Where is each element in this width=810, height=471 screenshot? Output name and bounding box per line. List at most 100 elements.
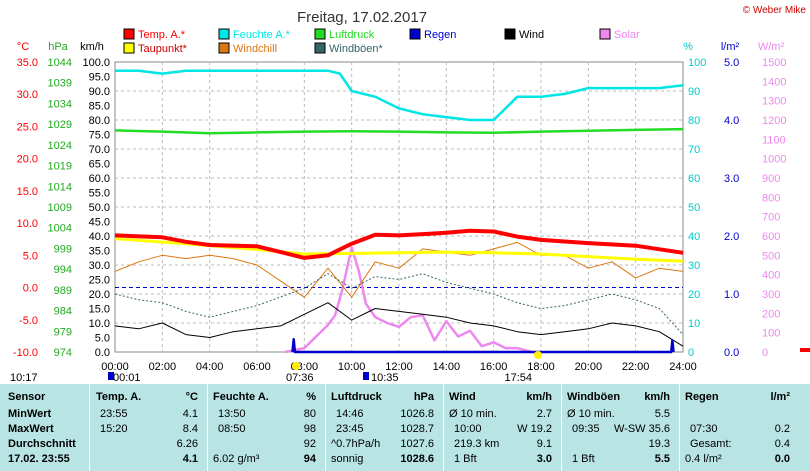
wind-unit: km/h <box>526 391 552 403</box>
kmh-tick: 95.0 <box>89 72 110 84</box>
kmh-tick: 20.0 <box>89 289 110 301</box>
hum-header: Feuchte A. <box>213 391 269 403</box>
press-min: 1026.8 <box>400 408 434 420</box>
kmh-tick: 55.0 <box>89 188 110 200</box>
temp-tick: 30.0 <box>17 89 38 101</box>
rain-tick: 2.0 <box>724 231 739 243</box>
kmh-tick: 0.0 <box>95 347 110 359</box>
kmh-tick: 35.0 <box>89 246 110 258</box>
kmh-tick: 75.0 <box>89 130 110 142</box>
kmh-tick: 70.0 <box>89 144 110 156</box>
kmh-tick: 100.0 <box>82 57 110 69</box>
kmh-tick: 25.0 <box>89 275 110 287</box>
solar-tick: 300 <box>762 289 780 301</box>
solar-tick: 1300 <box>762 96 786 108</box>
gust-bft: 1 Bft <box>572 453 595 465</box>
temp-tick: 20.0 <box>17 154 38 166</box>
temp-header: Temp. A. <box>96 391 142 403</box>
hpa-tick: 1029 <box>48 119 72 131</box>
x-tick: 22:00 <box>622 361 650 373</box>
legend-label: Windböen* <box>329 43 384 55</box>
press-max: 1028.7 <box>400 423 434 435</box>
temp-max: 8.4 <box>182 423 198 435</box>
legend-label: Luftdruck <box>329 29 375 41</box>
press-unit: hPa <box>413 391 434 403</box>
solar-tick: 1100 <box>762 134 786 146</box>
stats-panel: Sensor MinWert MaxWert Durchschnitt 17.0… <box>0 384 810 471</box>
wind-distance: 219.3 km <box>454 438 500 450</box>
legend-swatch <box>409 28 421 40</box>
weather-chart: Freitag, 17.02.2017 © Weber Mike Temp. A.*… <box>10 5 810 384</box>
press-forecast: sonnig <box>331 453 364 465</box>
temp-unit: °C <box>185 391 198 403</box>
wind-bft: 1 Bft <box>454 453 477 465</box>
rain-day: 0.4 l/m² <box>685 453 722 465</box>
legend-swatch <box>218 28 230 40</box>
hpa-tick: 984 <box>54 306 72 318</box>
kmh-tick: 15.0 <box>89 304 110 316</box>
hpa-tick: 979 <box>54 326 72 338</box>
solar-tick: 900 <box>762 173 780 185</box>
hpa-tick: 1004 <box>48 223 72 235</box>
hpa-tick: 1009 <box>48 202 72 214</box>
hum-absolute: 6.02 g/m³ <box>213 453 260 465</box>
solar-tick: 500 <box>762 250 780 262</box>
legend-label: Wind <box>519 29 544 41</box>
pct-tick: 10 <box>688 318 700 330</box>
kmh-tick: 80.0 <box>89 115 110 127</box>
x-tick: 02:00 <box>149 361 177 373</box>
legend-label: Solar <box>614 29 640 41</box>
legend-swatch <box>504 28 516 40</box>
legend-swatch <box>314 42 326 54</box>
kmh-tick: 50.0 <box>89 202 110 214</box>
solar-tick: 800 <box>762 192 780 204</box>
moonset-icon <box>363 372 369 380</box>
press-min-time: 14:46 <box>336 408 364 420</box>
pct-tick: 50 <box>688 202 700 214</box>
x-tick: 20:00 <box>575 361 603 373</box>
hum-min-time: 13:50 <box>218 408 246 420</box>
legend-label: Feuchte A.* <box>233 29 291 41</box>
solar-tick: 200 <box>762 308 780 320</box>
pct-tick: 20 <box>688 289 700 301</box>
row-min-label: MinWert <box>8 408 52 420</box>
temp-min: 4.1 <box>182 408 198 420</box>
series-line-wind <box>114 302 684 347</box>
temp-tick: -10.0 <box>13 347 38 359</box>
hum-max-time: 08:50 <box>218 423 246 435</box>
row-max-label: MaxWert <box>8 423 54 435</box>
legend-label: Regen <box>424 29 456 41</box>
series-line-windchill <box>114 241 684 298</box>
hpa-tick: 1014 <box>48 181 72 193</box>
solar-tick: 1000 <box>762 154 786 166</box>
kmh-tick: 10.0 <box>89 318 110 330</box>
pct-tick: 0 <box>688 347 694 359</box>
series-line-feuchte-a- <box>115 69 684 122</box>
gust-max-time: 09:35 <box>572 423 600 435</box>
hpa-tick: 989 <box>54 285 72 297</box>
x-tick: 14:00 <box>433 361 461 373</box>
pct-tick: 30 <box>688 260 700 272</box>
credit-label: © Weber Mike <box>743 5 807 16</box>
rain-axis-unit: l/m² <box>721 41 740 53</box>
kmh-tick: 65.0 <box>89 159 110 171</box>
kmh-axis-unit: km/h <box>80 41 104 53</box>
legend-swatch <box>123 42 135 54</box>
wind-avg10: 2.7 <box>536 408 552 420</box>
hpa-tick: 1019 <box>48 161 72 173</box>
pct-axis-unit: % <box>683 41 693 53</box>
legend-swatch <box>218 42 230 54</box>
press-trend: ^0.7hPa/h <box>331 438 381 450</box>
row-avg-label: Durchschnitt <box>8 438 76 450</box>
wind-avg10-label: Ø 10 min. <box>449 408 497 420</box>
gust-avg10-label: Ø 10 min. <box>567 408 615 420</box>
series-line-regen <box>291 337 675 354</box>
temp-tick: 25.0 <box>17 121 38 133</box>
pct-tick: 60 <box>688 173 700 185</box>
rain-header: Regen <box>685 391 719 403</box>
hum-current: 94 <box>303 453 316 465</box>
solar-tick: 1400 <box>762 76 786 88</box>
chart-title: Freitag, 17.02.2017 <box>297 9 427 26</box>
gust-avg10: 5.5 <box>654 408 670 420</box>
row-current-label: 17.02. 23:55 <box>8 453 70 465</box>
